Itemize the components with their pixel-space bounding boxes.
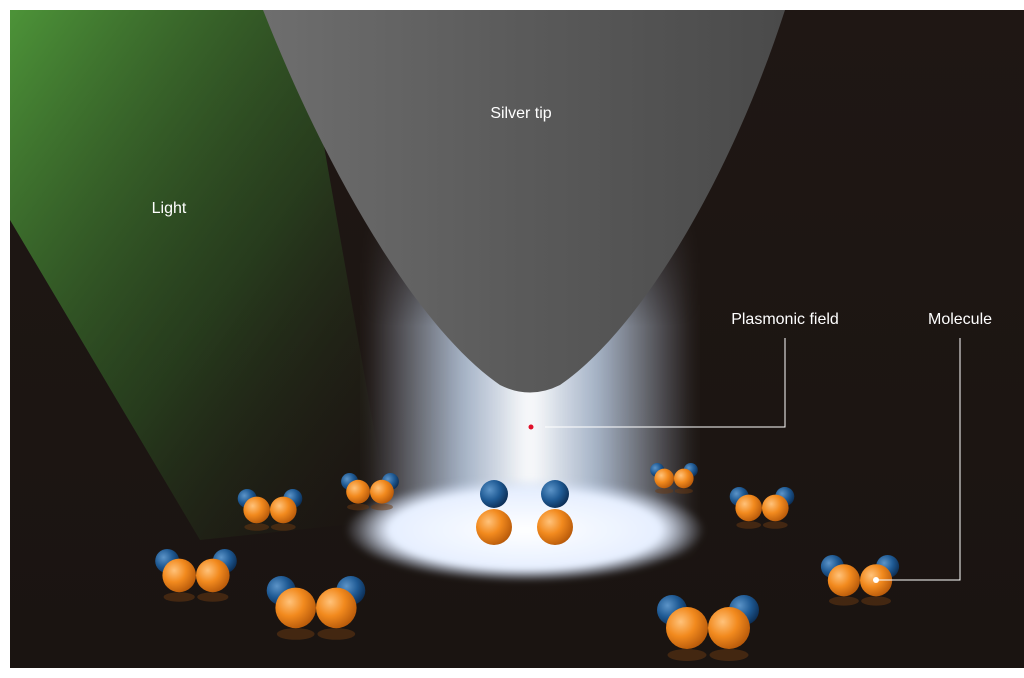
glow-disc	[345, 478, 705, 582]
callout-line	[545, 338, 786, 428]
callout-line	[878, 338, 961, 581]
atom	[537, 509, 573, 545]
silver-tip	[263, 10, 785, 393]
light-beam	[10, 10, 390, 540]
atom	[480, 480, 508, 508]
label: Silver tip	[490, 105, 551, 122]
label: Light	[152, 200, 187, 217]
callouts	[545, 338, 961, 581]
atom	[541, 480, 569, 508]
label: Molecule	[928, 311, 992, 328]
field-point	[528, 424, 534, 430]
atom	[476, 509, 512, 545]
molecule-point	[873, 577, 879, 583]
label: Plasmonic field	[731, 311, 839, 328]
molecules	[155, 463, 900, 661]
center-molecule	[476, 480, 573, 545]
